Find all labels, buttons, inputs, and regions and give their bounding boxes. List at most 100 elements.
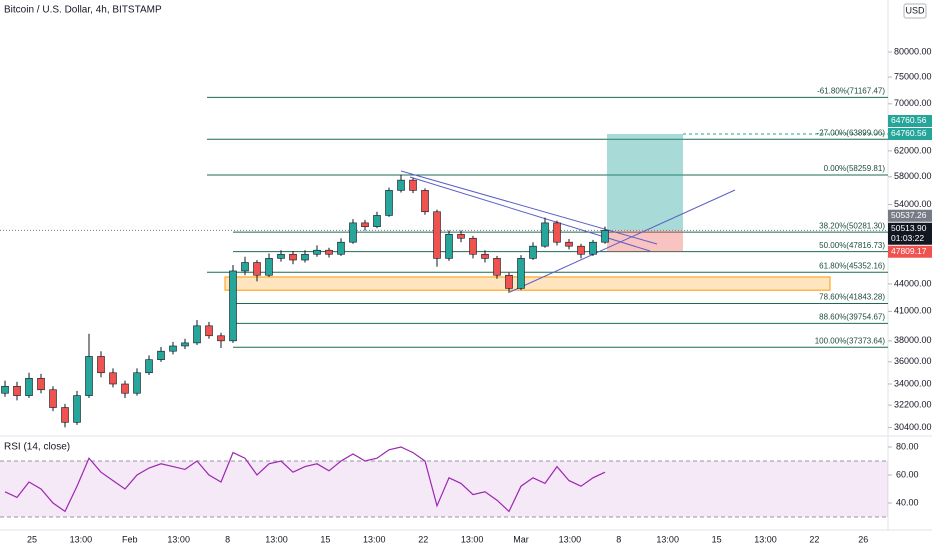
y-tick-label: 70000.00 (894, 98, 932, 108)
candle-body (457, 234, 465, 239)
candle-body (193, 325, 201, 344)
y-tick-label: 32200.00 (894, 399, 932, 409)
fib-label: 78.60%(41843.28) (819, 293, 885, 302)
x-tick-label: 13:00 (363, 534, 386, 544)
currency-button[interactable] (903, 3, 927, 19)
candle-body (205, 325, 213, 337)
y-tick-label: 30400.00 (894, 422, 932, 432)
price-label: 50513.90 (891, 223, 927, 233)
x-tick-label: 13:00 (559, 534, 582, 544)
trendline (409, 176, 651, 252)
y-tick-label: 62000.00 (894, 145, 932, 155)
x-tick-label: 8 (225, 534, 230, 544)
candle-body (37, 378, 45, 391)
candle-body (445, 234, 453, 259)
price-label-box (888, 222, 932, 245)
candle-body (289, 253, 297, 261)
price-label-box (888, 127, 932, 140)
candle-body (265, 258, 273, 276)
candle-body (397, 179, 405, 191)
candle-body (541, 222, 549, 247)
y-tick-label: 75000.00 (894, 71, 932, 81)
x-tick-label: 13:00 (656, 534, 679, 544)
x-tick-label: Mar (513, 534, 529, 544)
candle-body (517, 258, 525, 289)
candle-body (589, 241, 597, 255)
candle-body (277, 253, 285, 259)
candle-body (229, 270, 237, 342)
rsi-title: RSI (14, close) (4, 442, 70, 453)
candle-body (121, 383, 129, 394)
candle-body (25, 378, 33, 396)
rsi-tick-label: 80.00 (896, 441, 919, 451)
candle-body (109, 372, 117, 385)
candle-body (373, 215, 381, 227)
x-tick-label: 13:00 (461, 534, 484, 544)
y-tick-label: 36000.00 (894, 356, 932, 366)
candle-body (313, 249, 321, 255)
x-tick-label: 13:00 (70, 534, 93, 544)
candle-body (385, 190, 393, 216)
candle-body (325, 249, 333, 255)
candle-body (169, 345, 177, 352)
candle-body (61, 407, 69, 423)
candle-body (529, 245, 537, 259)
x-tick-label: 13:00 (265, 534, 288, 544)
trendline (400, 170, 658, 245)
candle-body (49, 389, 57, 408)
candle-body (553, 222, 561, 243)
candle-body (505, 274, 513, 289)
fib-label: 61.80%(45352.16) (819, 261, 885, 270)
x-tick-label: 15 (320, 534, 330, 544)
rsi-line (4, 446, 606, 513)
y-tick-label: 41000.00 (894, 306, 932, 316)
candle-body (85, 356, 93, 396)
countdown: 01:03:22 (891, 233, 924, 243)
fib-label: -27.00%(63899.06) (817, 128, 886, 137)
price-label: 50537.26 (891, 210, 927, 220)
fib-label: 0.00%(58259.81) (824, 164, 886, 173)
fib-label: -61.80%(71167.47) (817, 87, 885, 96)
fib-label: 50.00%(47816.73) (819, 241, 885, 250)
x-tick-label: Feb (122, 534, 138, 544)
fib-label: 100.00%(37373.64) (815, 336, 886, 345)
candle-body (481, 253, 489, 259)
x-tick-label: 26 (858, 534, 868, 544)
y-tick-label: 34000.00 (894, 378, 932, 388)
price-label: 47809.17 (891, 246, 927, 256)
candle-body (133, 372, 141, 394)
fib-label: 38.20%(50281.30) (819, 221, 885, 230)
candle-body (337, 241, 345, 255)
candle-body (13, 385, 21, 396)
y-tick-label: 38000.00 (894, 335, 932, 345)
price-label-box (888, 245, 932, 258)
candle-body (73, 395, 81, 423)
fib-label: 88.60%(39754.67) (819, 312, 885, 321)
rsi-tick-label: 40.00 (896, 497, 919, 507)
candle-body (97, 356, 105, 374)
candle-body (565, 241, 573, 247)
price-label: 64760.56 (891, 128, 927, 138)
candle-body (409, 179, 417, 191)
candle-body (145, 359, 153, 374)
candle-body (253, 262, 261, 276)
candle-body (361, 222, 369, 227)
y-tick-label: 44000.00 (894, 278, 932, 288)
x-tick-label: 22 (418, 534, 428, 544)
y-tick-label: 80000.00 (894, 46, 932, 56)
price-label: 64760.56 (891, 115, 927, 125)
x-tick-label: 15 (712, 534, 722, 544)
candle-body (433, 211, 441, 259)
candle-body (349, 222, 357, 243)
candle-body (601, 230, 609, 243)
rsi-tick-label: 60.00 (896, 469, 919, 479)
trendline (509, 189, 736, 293)
candle-body (469, 237, 477, 255)
candle-body (301, 253, 309, 261)
candle-body (181, 342, 189, 347)
candle-body (577, 245, 585, 255)
target-box (607, 133, 683, 231)
x-tick-label: 22 (809, 534, 819, 544)
